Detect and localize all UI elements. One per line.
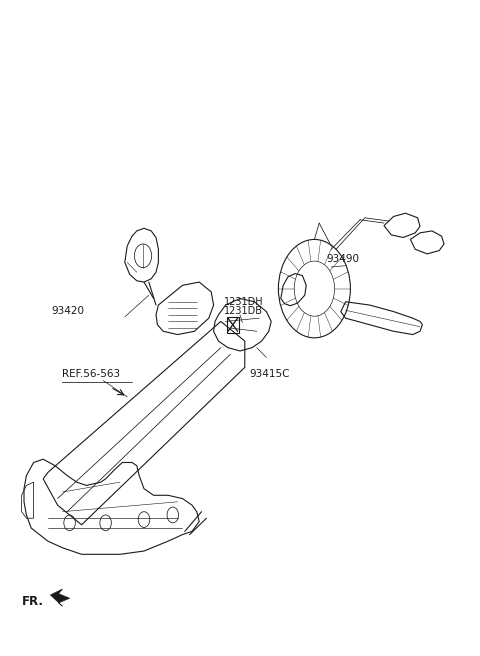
Text: 93420: 93420	[51, 306, 84, 316]
Text: FR.: FR.	[22, 595, 44, 608]
Bar	[227, 317, 239, 333]
Text: 93415C: 93415C	[250, 369, 290, 379]
Text: 1231DB: 1231DB	[224, 306, 263, 316]
Polygon shape	[50, 589, 70, 606]
Text: REF.56-563: REF.56-563	[62, 369, 120, 379]
Text: 93490: 93490	[326, 254, 360, 264]
Text: 1231DH: 1231DH	[224, 297, 264, 307]
